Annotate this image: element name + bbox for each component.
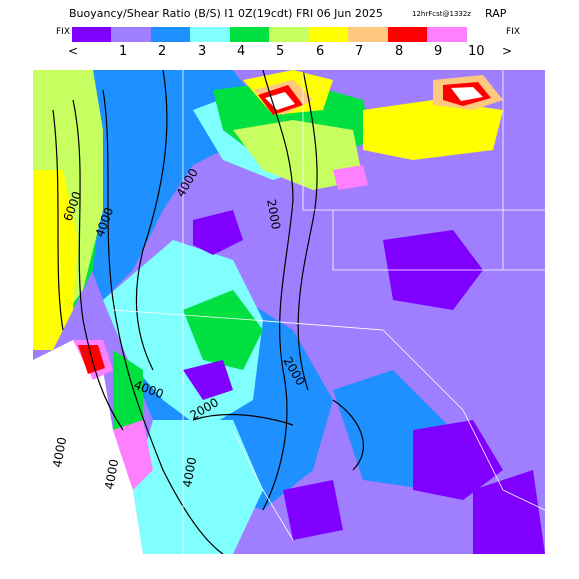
legend-label-9: 9 bbox=[434, 44, 443, 59]
legend-swatch-9 bbox=[388, 27, 427, 42]
field-darkpurple-patches bbox=[183, 210, 545, 554]
fix-right-label[interactable]: FIX bbox=[506, 27, 520, 37]
contour-label-4: 2000 bbox=[264, 198, 283, 231]
contour-label-8: 4000 bbox=[50, 436, 69, 469]
legend-label-2: 2 bbox=[158, 44, 167, 59]
legend-swatch-3 bbox=[151, 27, 190, 42]
next-arrow[interactable]: > bbox=[502, 44, 513, 58]
field-pink-southwest2 bbox=[113, 420, 153, 490]
legend-label-7: 7 bbox=[355, 44, 364, 59]
legend-label-8: 8 bbox=[395, 44, 404, 59]
prev-arrow[interactable]: < bbox=[68, 44, 79, 58]
forecast-label: 12hrFcst@1332z bbox=[412, 10, 471, 18]
height-contours bbox=[52, 70, 364, 554]
fix-left-label[interactable]: FIX bbox=[56, 27, 70, 37]
legend-swatch-5 bbox=[230, 27, 269, 42]
field-white-north bbox=[265, 92, 295, 110]
color-legend bbox=[72, 27, 467, 42]
legend-swatch-10 bbox=[427, 27, 467, 42]
legend-label-4: 4 bbox=[237, 44, 246, 59]
legend-label-5: 5 bbox=[276, 44, 285, 59]
field-white-southwest bbox=[33, 340, 143, 554]
field-lightgreen-north bbox=[233, 120, 363, 190]
field-yellow-west bbox=[33, 170, 78, 350]
field-red-southwest bbox=[78, 345, 105, 374]
field-green-central bbox=[183, 290, 263, 370]
field-cyan-south bbox=[133, 420, 263, 554]
map-title: Buoyancy/Shear Ratio (B/S) I1 0Z(19cdt) … bbox=[0, 6, 579, 22]
field-white-north2 bbox=[451, 87, 483, 101]
map-svg: 6000 4000 4000 2000 2000 2000 4000 4000 … bbox=[33, 70, 545, 554]
field-yellow-north2 bbox=[363, 100, 503, 160]
contour-label-10: 4000 bbox=[180, 456, 199, 489]
contour-label-9: 4000 bbox=[102, 458, 121, 491]
legend-label-6: 6 bbox=[316, 44, 325, 59]
legend-label-10: 10 bbox=[468, 44, 485, 59]
legend-swatch-6 bbox=[269, 27, 309, 42]
state-borders bbox=[112, 70, 545, 554]
map-panel: 6000 4000 4000 2000 2000 2000 4000 4000 … bbox=[33, 70, 545, 554]
legend-swatch-1 bbox=[72, 27, 111, 42]
field-green-south bbox=[113, 350, 143, 430]
field-pink-north bbox=[333, 165, 368, 190]
legend-swatch-7 bbox=[309, 27, 348, 42]
legend-labels: < 1 2 3 4 5 6 7 8 9 10 > bbox=[0, 44, 579, 60]
model-label: RAP bbox=[485, 7, 507, 20]
legend-label-1: 1 bbox=[119, 44, 128, 59]
legend-swatch-2 bbox=[111, 27, 151, 42]
legend-label-3: 3 bbox=[198, 44, 207, 59]
title-main: Buoyancy/Shear Ratio (B/S) I1 0Z(19cdt) … bbox=[69, 7, 383, 20]
legend-swatch-8 bbox=[348, 27, 388, 42]
legend-swatch-4 bbox=[190, 27, 230, 42]
